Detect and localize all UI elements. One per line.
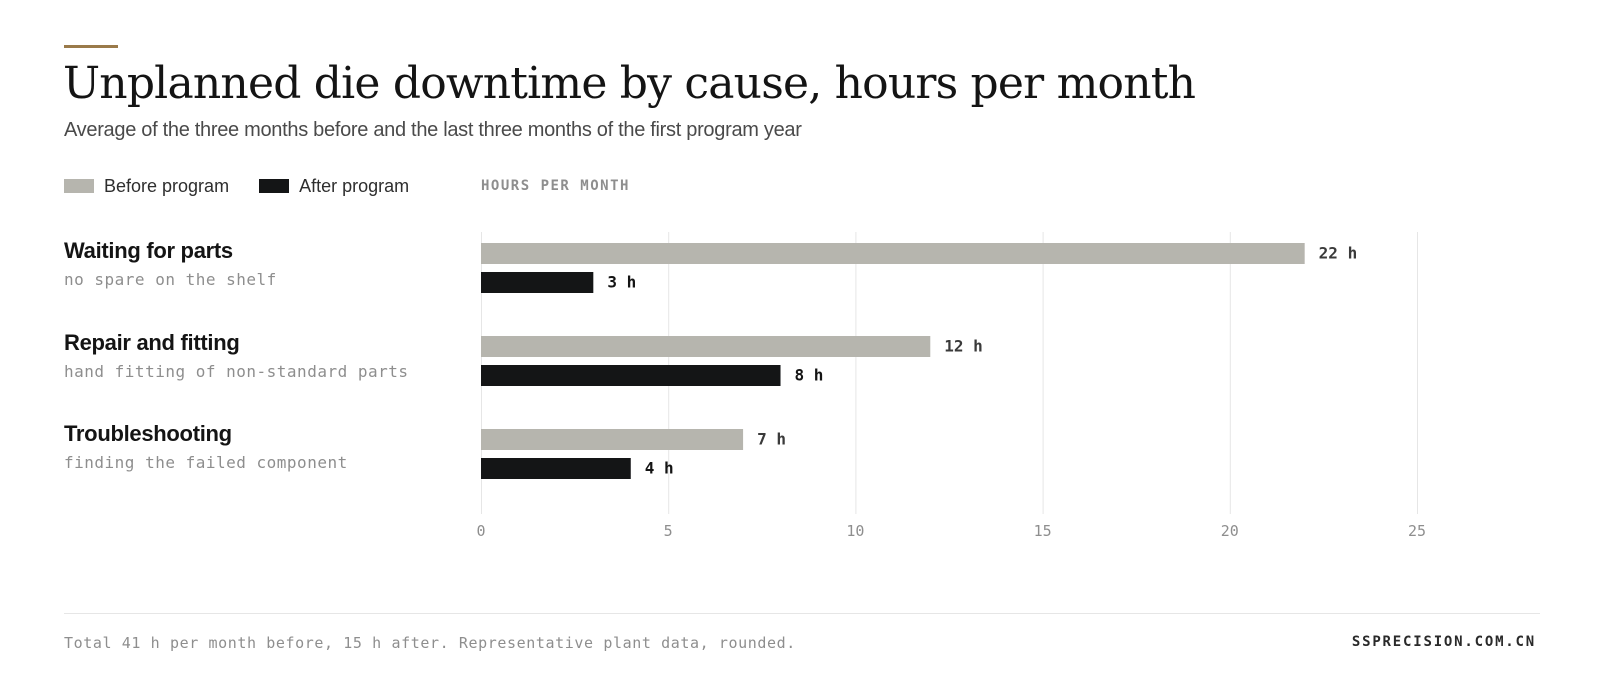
bar-before [481,243,1305,264]
accent-rule [64,45,118,48]
chart-subtitle: Average of the three months before and t… [64,119,802,141]
category-repair-and-fitting: Repair and fitting hand fitting of non-s… [64,330,409,381]
legend-label-before: Before program [104,175,230,196]
bar-value-label: 8 h [795,366,824,385]
bar-value-label: 22 h [1319,244,1358,263]
source-credit: SSPRECISION.COM.CN [1351,634,1536,650]
category-waiting-for-parts: Waiting for parts no spare on the shelf [64,238,277,289]
category-note: finding the failed component [64,453,348,472]
legend-swatch-before [64,179,94,193]
bar-after [481,458,631,479]
chart-title: Unplanned die downtime by cause, hours p… [63,58,1196,109]
x-tick-label: 20 [1221,522,1239,540]
x-tick-label: 15 [1034,522,1052,540]
x-tick-label: 25 [1408,522,1426,540]
legend: Before program After program [64,174,439,198]
legend-item-after: After program [259,176,409,197]
bar-after [481,365,781,386]
bar-value-label: 3 h [607,273,636,292]
legend-item-before: Before program [64,176,229,197]
x-tick-label: 0 [476,522,485,540]
x-tick-label: 10 [846,522,864,540]
bar-before [481,336,931,357]
bar-after [481,272,594,293]
bar-before [481,429,744,450]
footer-divider [64,613,1540,614]
category-note: no spare on the shelf [64,270,277,289]
legend-label-after: After program [299,175,410,196]
category-troubleshooting: Troubleshooting finding the failed compo… [64,421,348,472]
axis-units-label: HOURS PER MONTH [481,178,630,194]
legend-swatch-after [259,179,290,193]
bar-value-label: 7 h [757,430,786,449]
category-label: Repair and fitting [64,330,240,355]
category-label: Troubleshooting [64,421,232,446]
footnote: Total 41 h per month before, 15 h after.… [64,634,796,652]
category-note: hand fitting of non-standard parts [64,362,409,381]
category-label: Waiting for parts [64,238,233,263]
bar-value-label: 4 h [645,459,674,478]
x-tick-label: 5 [664,522,673,540]
bar-value-label: 12 h [944,337,983,356]
